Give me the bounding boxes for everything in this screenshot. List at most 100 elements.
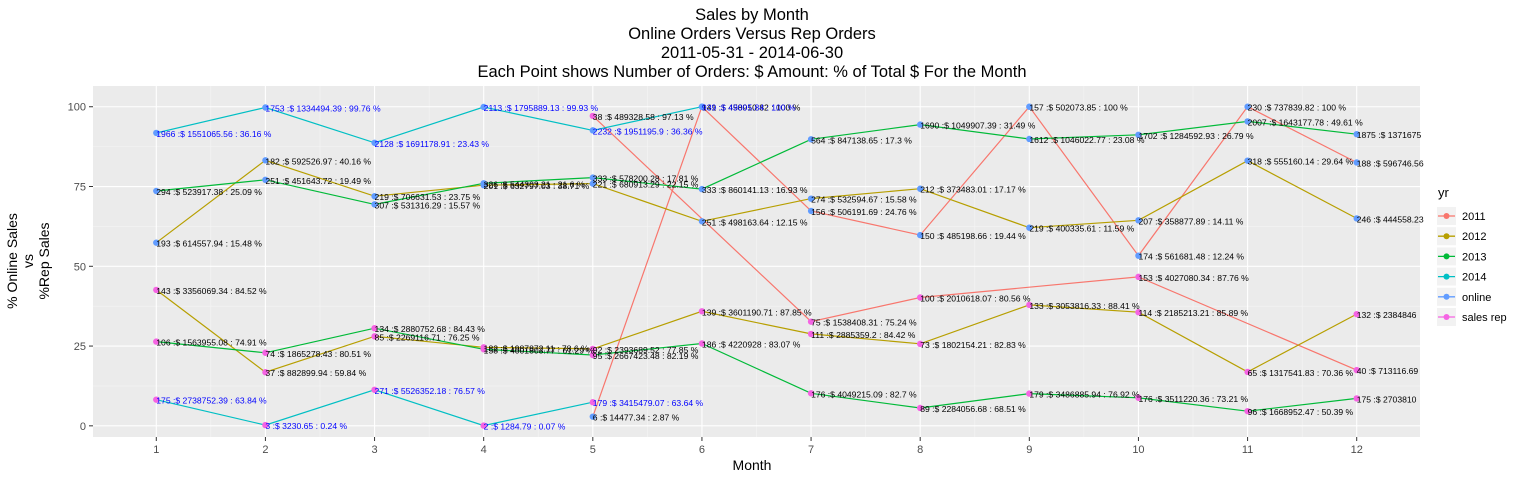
- data-point-sales-rep: [807, 318, 815, 325]
- data-point-online: [1353, 215, 1360, 222]
- data-label: 38 :$ 489328.58 : 97.13 %: [593, 112, 694, 122]
- y-axis-label-line-1: % Online Sales: [4, 213, 20, 309]
- data-point-online: [698, 103, 706, 110]
- x-tick-label: 1: [153, 444, 159, 456]
- data-point-sales-rep: [371, 386, 378, 393]
- data-point-online: [1135, 217, 1142, 224]
- data-label: 294 :$ 523917.38 : 25.09 %: [156, 187, 262, 197]
- data-label: 318 :$ 555160.14 : 29.64 %: [1248, 157, 1354, 167]
- data-label: 2128 :$ 1691178.91 : 23.43 %: [375, 139, 490, 149]
- data-point-sales-rep: [807, 390, 815, 397]
- data-label: 251 :$ 451643.72 : 19.49 %: [265, 176, 371, 186]
- chart-title-block: Sales by Month Online Orders Versus Rep …: [477, 6, 1026, 81]
- x-tick-label: 7: [808, 444, 814, 456]
- data-label: 133 :$ 3053816.33 : 88.41 %: [1029, 301, 1140, 311]
- data-label: 150 :$ 485198.66 : 19.44 %: [920, 231, 1026, 241]
- data-label: 143 :$ 3356069.34 : 84.52 %: [156, 286, 267, 296]
- data-point-sales-rep: [1353, 395, 1360, 402]
- data-label: 89 :$ 2284056.68 : 68.51 %: [920, 404, 1026, 414]
- legend-label: 2013: [1462, 251, 1486, 263]
- y-tick-label: 50: [74, 261, 86, 273]
- data-point-sales-rep: [589, 112, 597, 120]
- data-point-online: [807, 136, 815, 143]
- data-point-sales-rep: [1353, 366, 1360, 374]
- data-label: 193 :$ 614557.94 : 15.48 %: [156, 239, 262, 249]
- series-line-2014-online: [156, 106, 703, 144]
- x-tick-label: 12: [1351, 444, 1363, 456]
- data-point-online: [1353, 159, 1360, 166]
- y-tick-label: 75: [74, 182, 86, 194]
- legend: yr 2011 2012 2013 2014 online sales rep: [1437, 185, 1507, 326]
- data-label: 175 :$ 2738752.39 : 63.84 %: [156, 396, 267, 406]
- data-label: 85 :$ 2269116.71 : 76.25 %: [375, 332, 480, 342]
- data-point-sales-rep: [262, 421, 269, 429]
- data-label: 186 :$ 4220928 : 83.07 %: [702, 340, 801, 350]
- data-point-sales-rep: [1135, 273, 1142, 281]
- data-point-sales-rep: [1026, 390, 1033, 397]
- data-label: 179 :$ 3486885.94 : 76.92 %: [1029, 390, 1140, 400]
- data-point-sales-rep: [153, 338, 160, 345]
- data-point-online: [1026, 135, 1033, 143]
- data-point-sales-rep: [698, 308, 706, 315]
- x-axis-ticks: 1 2 3 4 5 6 7 8 9 10 11 12: [153, 437, 1363, 456]
- data-point-sales-rep: [262, 349, 269, 356]
- data-point-online: [916, 231, 924, 239]
- x-tick-label: 3: [371, 444, 377, 456]
- data-label: 246 :$ 444558.23: [1357, 214, 1424, 224]
- data-point-online: [262, 176, 269, 184]
- data-label: 153 :$ 4027080.34 : 87.76 %: [1138, 273, 1249, 283]
- data-point-online: [1244, 103, 1251, 110]
- x-axis-label: Month: [733, 457, 772, 473]
- data-label: 207 :$ 358877.89 : 14.11 %: [1138, 216, 1243, 226]
- data-point-sales-rep: [916, 294, 924, 301]
- legend-key-point: [1443, 213, 1450, 219]
- data-point-online: [371, 201, 378, 208]
- data-point-online: [153, 129, 160, 137]
- data-label: 111 :$ 2885359.2 : 84.42 %: [811, 330, 916, 340]
- data-point-sales-rep: [589, 351, 597, 359]
- data-point-sales-rep: [1026, 301, 1033, 309]
- data-label: 564 :$ 847138.65 : 17.3 %: [811, 135, 912, 145]
- data-label: 2232 :$ 1951195.9 : 36.36 %: [593, 126, 703, 136]
- data-label: 141 :$ 458910.82 : 100 %: [702, 103, 801, 113]
- data-label: 96 :$ 1668952.47 : 50.39 %: [1248, 407, 1354, 417]
- data-label: 37 :$ 882899.94 : 59.84 %: [265, 368, 366, 378]
- data-label: 176 :$ 3511220.36 : 73.21 %: [1138, 394, 1248, 404]
- series-line-2013-online: [156, 120, 1357, 206]
- data-point-online: [589, 413, 597, 420]
- legend-key-point: [1443, 273, 1450, 280]
- data-label: 333 :$ 578200.28 : 17.81 %: [593, 174, 699, 184]
- data-point-online: [807, 195, 815, 202]
- data-point-sales-rep: [1135, 309, 1142, 316]
- data-point-online: [371, 193, 378, 200]
- data-label: 175 :$ 2703810: [1357, 394, 1417, 404]
- y-tick-label: 25: [74, 341, 86, 353]
- data-label: 251 :$ 498163.64 : 12.15 %: [702, 217, 808, 227]
- data-label: 134 :$ 2880752.68 : 84.43 %: [375, 324, 486, 334]
- data-point-online: [698, 218, 706, 225]
- y-axis-label-line-3: %Rep Sales: [36, 222, 52, 299]
- legend-label: sales rep: [1462, 312, 1507, 324]
- legend-label: 2014: [1462, 272, 1486, 284]
- y-axis-label-line-2: vs: [20, 254, 36, 268]
- y-tick-label: 100: [68, 102, 86, 114]
- data-label: 219 :$ 400335.61 : 11.59 %: [1029, 224, 1134, 234]
- data-point-sales-rep: [589, 345, 597, 353]
- data-label: 212 :$ 373483.01 : 17.17 %: [920, 185, 1026, 195]
- x-tick-label: 2: [262, 444, 268, 456]
- legend-title: yr: [1438, 185, 1450, 200]
- data-label: 1966 :$ 1551065.56 : 36.16 %: [156, 129, 272, 139]
- series-line-2011-online: [592, 105, 1357, 417]
- data-label: 65 :$ 1317541.83 : 70.36 %: [1248, 368, 1354, 378]
- data-labels: 6 :$ 14477.34 : 2.87 % 141 :$ 458910.82 :…: [156, 103, 1424, 432]
- data-point-online: [589, 180, 597, 187]
- data-label: 1875 :$ 1371675: [1357, 130, 1422, 140]
- data-point-online: [153, 187, 160, 195]
- x-tick-label: 8: [917, 444, 923, 456]
- data-label: 179 :$ 3415479.07 : 63.64 %: [593, 398, 704, 408]
- chart-title-line-1: Sales by Month: [695, 6, 809, 24]
- data-point-online: [480, 180, 487, 187]
- data-label: 326 :$ 544303.21 : 21.6 %: [484, 179, 585, 189]
- series-points: [153, 103, 1360, 429]
- data-point-sales-rep: [1135, 394, 1142, 401]
